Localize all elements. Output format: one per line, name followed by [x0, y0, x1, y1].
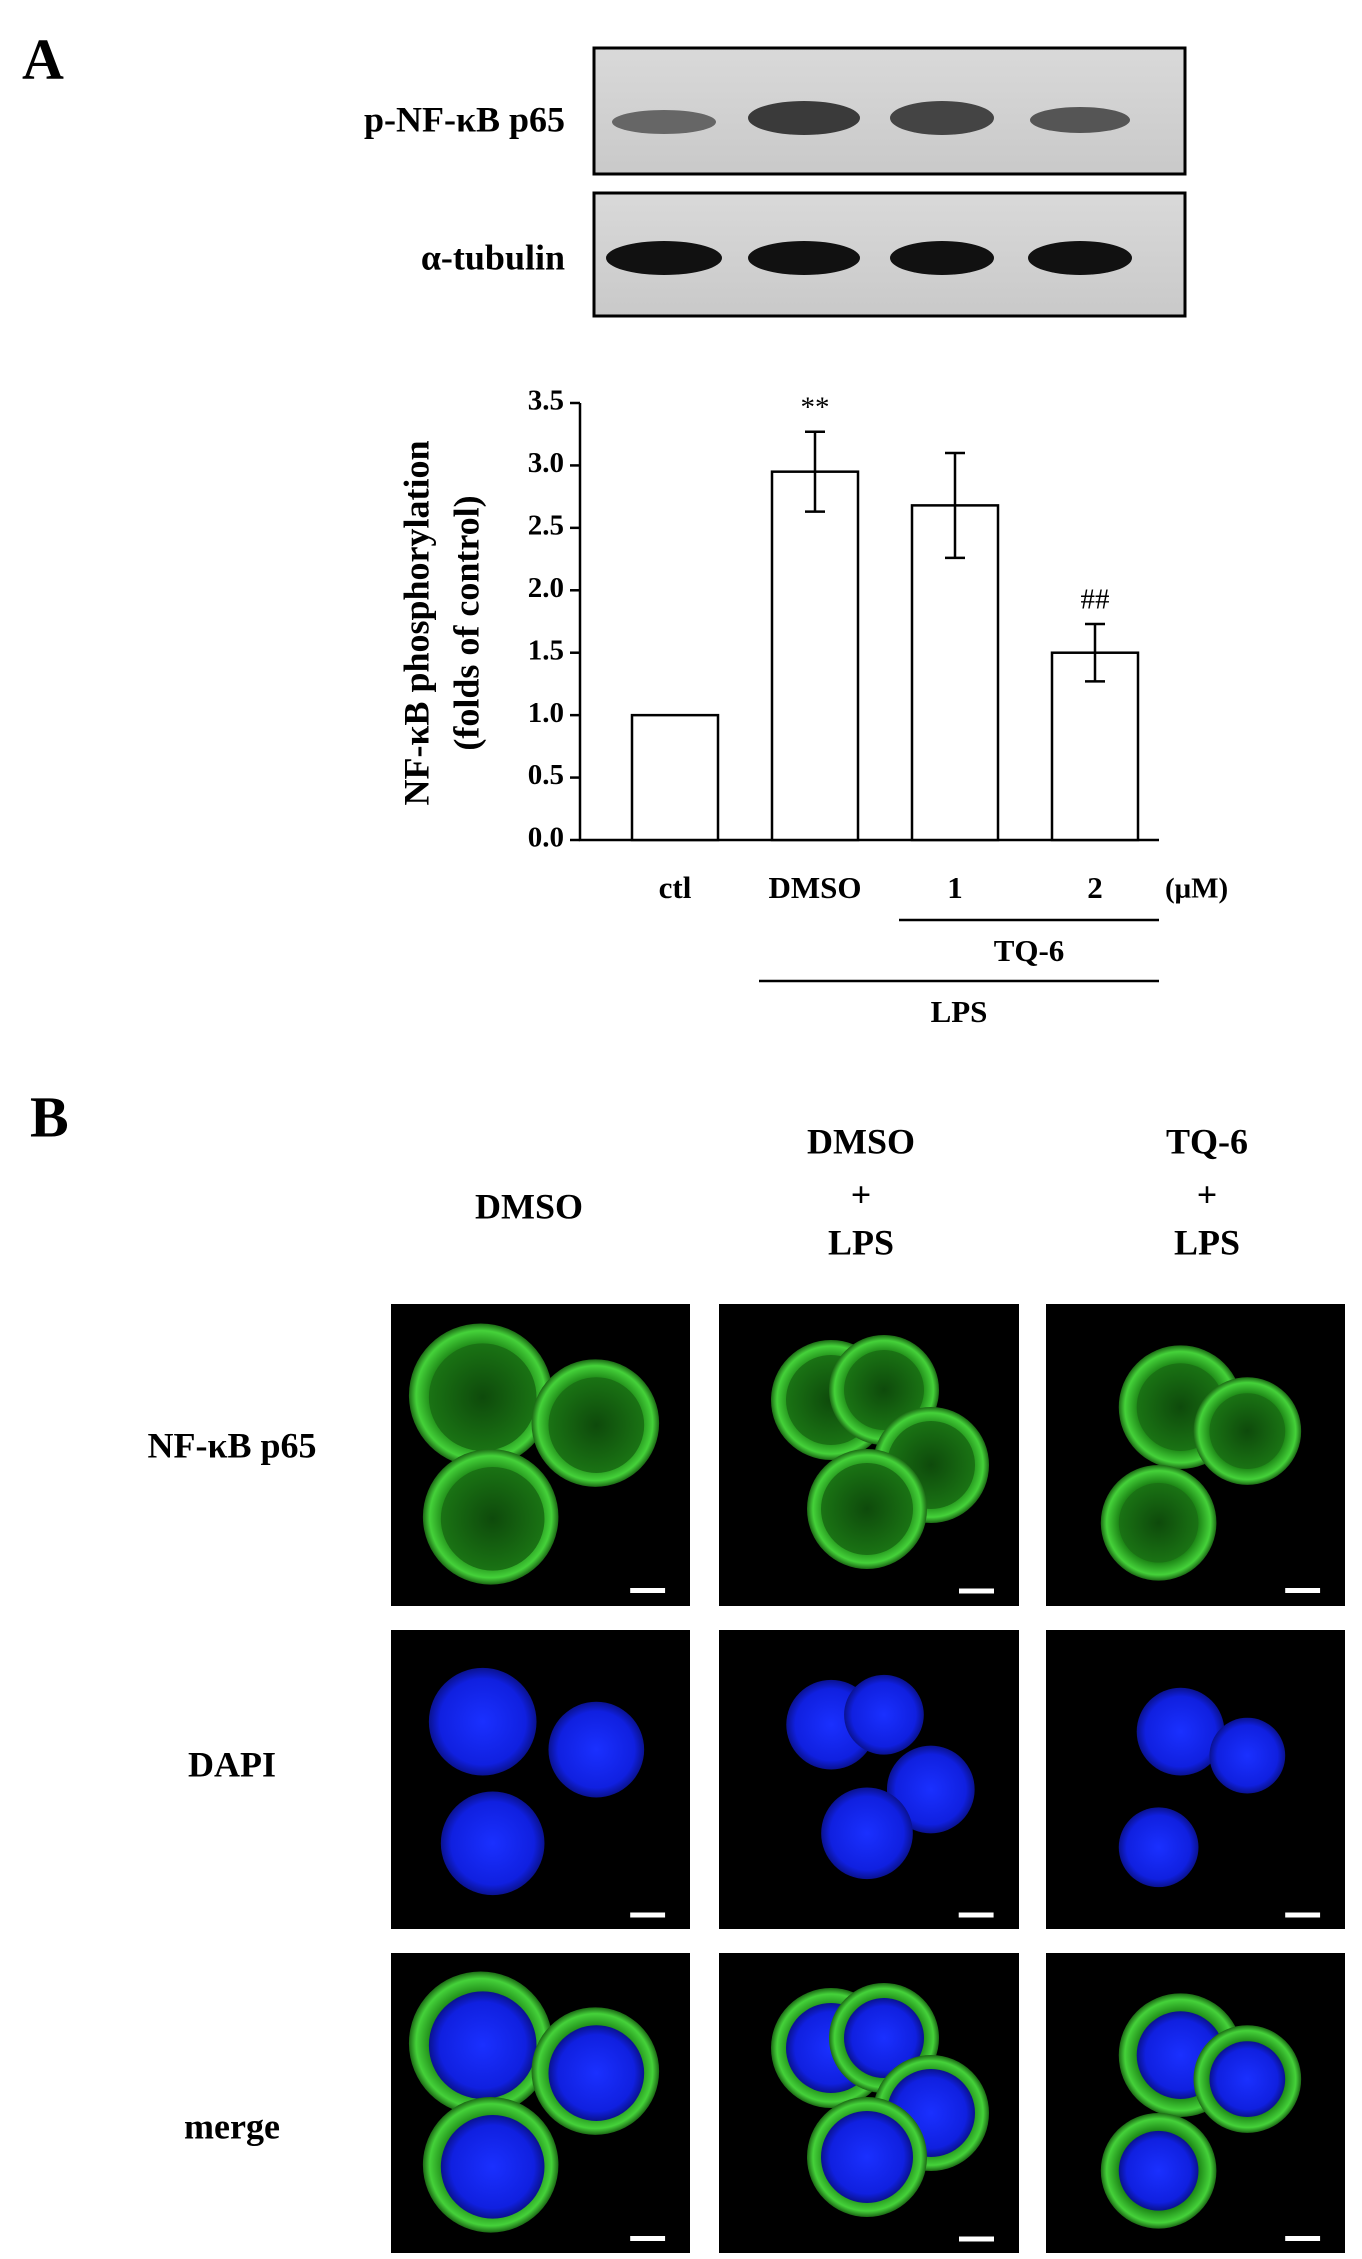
row-label: NF-κB p65 — [148, 1425, 317, 1465]
error-bar — [1085, 622, 1105, 683]
column-label: DMSO — [475, 1186, 583, 1226]
error-bar — [805, 430, 825, 513]
micrographs — [391, 1304, 1345, 2253]
y-tick-label: 1.5 — [528, 634, 564, 666]
blot — [592, 46, 1187, 318]
y-tick-label: 0.0 — [528, 822, 564, 854]
x-tick-label: 1 — [947, 870, 963, 905]
panel-label: B — [30, 1084, 69, 1149]
column-label: LPS — [828, 1222, 894, 1262]
panel-label: A — [22, 26, 64, 91]
annotation: ## — [1081, 584, 1110, 616]
group-label: LPS — [931, 994, 988, 1029]
column-label: + — [851, 1174, 872, 1214]
y-axis-label: NF-κB phosphorylation — [396, 440, 436, 805]
x-tick-label: DMSO — [769, 870, 862, 905]
y-tick-label: 3.0 — [528, 447, 564, 479]
bar — [1050, 651, 1140, 842]
y-tick-label: 1.0 — [528, 697, 564, 729]
blot-label: α-tubulin — [421, 237, 565, 277]
unit-label: (μM) — [1165, 873, 1228, 905]
bar — [770, 470, 860, 842]
x-tick-label: ctl — [659, 870, 692, 905]
y-tick-label: 3.5 — [528, 385, 564, 417]
x-tick-label: 2 — [1087, 870, 1103, 905]
blot-label: p-NF-κB p65 — [364, 99, 565, 139]
group-label: TQ-6 — [994, 933, 1065, 968]
error-bar — [945, 451, 965, 560]
y-tick-label: 2.0 — [528, 572, 564, 604]
y-tick-label: 0.5 — [528, 759, 564, 791]
y-tick-label: 2.5 — [528, 510, 564, 542]
bar-chart: 0.0 0.5 1.0 1.5 2.0 2.5 3.0 3.5 ctl DMSO ** 1 2 ## (μM… — [528, 385, 1228, 1029]
row-label: DAPI — [188, 1744, 276, 1784]
column-label: LPS — [1174, 1222, 1240, 1262]
column-label: TQ-6 — [1166, 1121, 1248, 1161]
column-label: + — [1197, 1174, 1218, 1214]
y-axis-label: (folds of control) — [446, 495, 486, 750]
bar — [630, 713, 720, 842]
row-label: merge — [184, 2106, 280, 2146]
column-label: DMSO — [807, 1121, 915, 1161]
annotation: ** — [801, 391, 830, 423]
